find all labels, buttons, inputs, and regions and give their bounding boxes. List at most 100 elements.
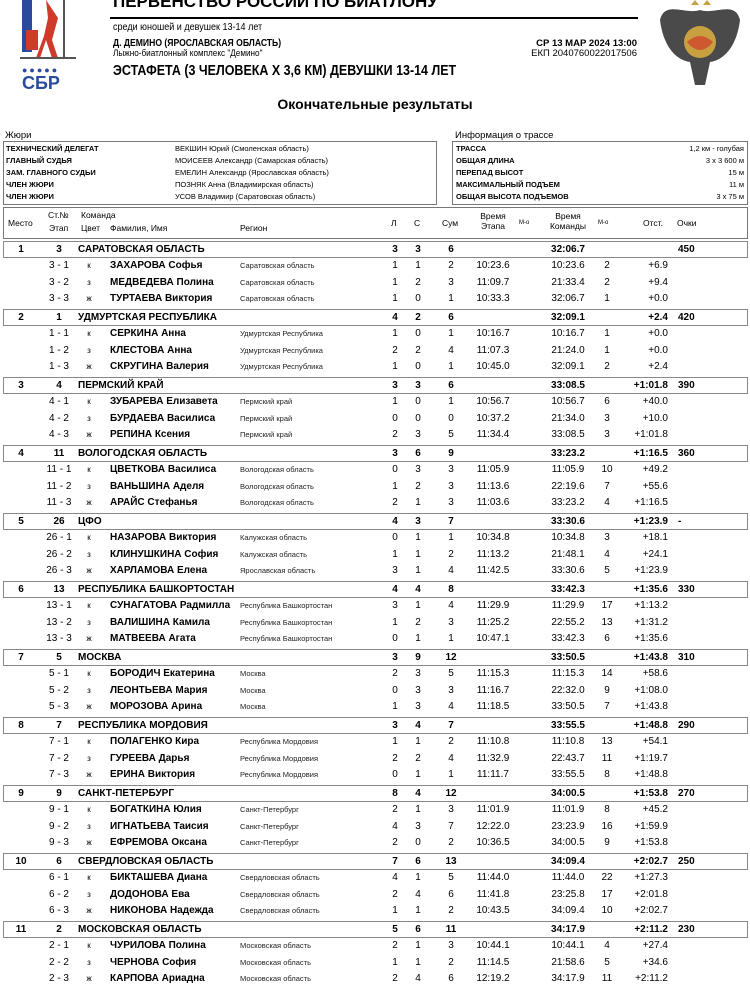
leg-time: 11:10.8 xyxy=(476,736,510,747)
athlete-name: ЗУБАРЕВА Елизавета xyxy=(110,396,218,407)
leg-time: 11:07.3 xyxy=(476,344,510,356)
color: к xyxy=(87,329,91,338)
leg-time: 11:44.0 xyxy=(476,872,510,883)
track-label: ПЕРЕПАД ВЫСОТ xyxy=(456,168,524,177)
track-label: ОБЩАЯ ВЫСОТА ПОДЪЕМОВ xyxy=(456,192,569,201)
col-points: Очки xyxy=(677,218,697,228)
stage: 6 - 3 xyxy=(48,905,69,916)
team-time: 11:44.0 xyxy=(551,872,585,883)
team-time: 33:08.5 xyxy=(551,380,585,391)
col-leg-rank: М-о xyxy=(519,220,530,226)
color: з xyxy=(87,821,91,831)
behind: +45.2 xyxy=(642,804,668,815)
team-sum: 7 xyxy=(448,516,454,527)
team-place: 1 xyxy=(18,244,24,255)
table-header xyxy=(3,207,748,239)
color: з xyxy=(87,685,91,695)
behind: +0.0 xyxy=(648,344,668,356)
team-name: ЦФО xyxy=(78,516,102,527)
athlete-name: ЧУРИЛОВА Полина xyxy=(110,940,206,951)
athlete-row: 1 - 3 ж СКРУГИНА Валерия Удмуртская Республ… xyxy=(0,359,750,375)
penalty-loops: 2 xyxy=(392,429,398,440)
col-sum: Сум xyxy=(442,218,459,228)
color: з xyxy=(87,345,91,355)
leg-time: 11:01.9 xyxy=(476,804,510,815)
jury-member: ПОЗНЯК Анна (Владимирская область) xyxy=(175,180,314,189)
athlete-name: БИКТАШЕВА Диана xyxy=(110,872,208,883)
penalty-loops: 3 xyxy=(392,600,398,611)
team-time: 34:00.5 xyxy=(551,788,585,799)
penalty-loops: 2 xyxy=(392,668,398,679)
team-time: 21:34.0 xyxy=(551,412,585,424)
team-sum: 8 xyxy=(448,584,454,595)
penalty-loops: 2 xyxy=(392,804,398,815)
leg-time: 12:19.2 xyxy=(476,973,510,984)
leg-time: 10:33.3 xyxy=(476,293,510,304)
spare-rounds: 3 xyxy=(415,464,421,475)
team-behind: +1:53.8 xyxy=(633,788,668,799)
team-behind: +1:16.5 xyxy=(633,448,668,459)
team-name: РЕСПУБЛИКА МОРДОВИЯ xyxy=(78,720,208,731)
region: Московская область xyxy=(240,974,311,983)
behind: +2:01.8 xyxy=(634,888,668,900)
athlete-row: 5 - 3 ж МОРОЗОВА Арина Москва 1 3 4 11:18.5 33:5… xyxy=(0,699,750,715)
col-name: Фамилия, Имя xyxy=(110,223,168,233)
leg-time: 11:05.9 xyxy=(476,464,510,475)
team-behind: +1:35.6 xyxy=(633,584,668,595)
behind: +1:59.9 xyxy=(634,820,668,832)
team-place: 11 xyxy=(15,924,27,935)
stage: 4 - 1 xyxy=(48,396,69,407)
athlete-name: ПОЛАГЕНКО Кира xyxy=(110,736,200,747)
team-l: 4 xyxy=(392,516,398,527)
stage: 7 - 2 xyxy=(48,752,69,764)
team-time: 34:17.9 xyxy=(551,973,585,984)
stage: 9 - 3 xyxy=(48,837,69,848)
athlete-name: БУРДАЕВА Василиса xyxy=(110,412,216,424)
leg-time: 12:22.0 xyxy=(476,820,510,832)
leg-time: 10:16.7 xyxy=(476,328,510,339)
stage: 5 - 1 xyxy=(48,668,69,679)
sum: 2 xyxy=(448,837,454,848)
team-rank: 1 xyxy=(604,344,610,356)
behind: +1:35.6 xyxy=(634,633,668,644)
athlete-name: КЛИНУШКИНА София xyxy=(110,548,219,560)
region: Пермский край xyxy=(240,397,293,406)
color: к xyxy=(87,737,91,746)
athlete-name: ЧЕРНОВА София xyxy=(110,956,197,968)
team-time: 33:23.2 xyxy=(551,448,585,459)
jury-role: ТЕХНИЧЕСКИЙ ДЕЛЕГАТ xyxy=(6,144,99,153)
team-row: 11 2 МОСКОВСКАЯ ОБЛАСТЬ 5 6 11 34:17.9 +2:11.2 2… xyxy=(3,921,748,938)
penalty-loops: 1 xyxy=(392,616,398,628)
team-rank: 10 xyxy=(601,905,613,916)
team-time: 34:09.4 xyxy=(551,905,585,916)
athlete-row: 7 - 3 ж ЕРИНА Виктория Республика Мордовия 0… xyxy=(0,767,750,783)
team-row: 7 5 МОСКВА 3 9 12 33:50.5 +1:43.8 310 xyxy=(3,649,748,666)
leg-time: 10:36.5 xyxy=(476,837,510,848)
team-l: 3 xyxy=(392,380,398,391)
behind: +1:53.8 xyxy=(634,837,668,848)
sum: 1 xyxy=(448,396,454,407)
spare-rounds: 1 xyxy=(415,497,421,508)
team-rank: 5 xyxy=(604,565,610,576)
region: Саратовская область xyxy=(240,277,315,287)
team-l: 3 xyxy=(392,652,398,663)
penalty-loops: 0 xyxy=(392,464,398,475)
region: Саратовская область xyxy=(240,294,315,303)
region: Свердловская область xyxy=(240,873,320,882)
stage: 2 - 1 xyxy=(48,940,69,951)
jury-role: ЗАМ. ГЛАВНОГО СУДЬИ xyxy=(6,168,96,177)
team-time: 33:55.5 xyxy=(551,769,585,780)
team-s: 9 xyxy=(415,652,421,663)
spare-rounds: 3 xyxy=(415,684,421,696)
team-rank: 16 xyxy=(601,820,613,832)
color: к xyxy=(87,533,91,542)
color: з xyxy=(87,957,91,967)
leg-time: 10:37.2 xyxy=(476,412,510,424)
sum: 1 xyxy=(448,293,454,304)
athlete-name: АРАЙС Стефанья xyxy=(110,497,198,508)
athlete-name: БОРОДИЧ Екатерина xyxy=(110,668,215,679)
penalty-loops: 1 xyxy=(392,260,398,271)
behind: +1:31.2 xyxy=(634,616,668,628)
region: Санкт-Петербург xyxy=(240,838,299,847)
ekp-code: ЕКП 2040760022017506 xyxy=(531,48,637,59)
